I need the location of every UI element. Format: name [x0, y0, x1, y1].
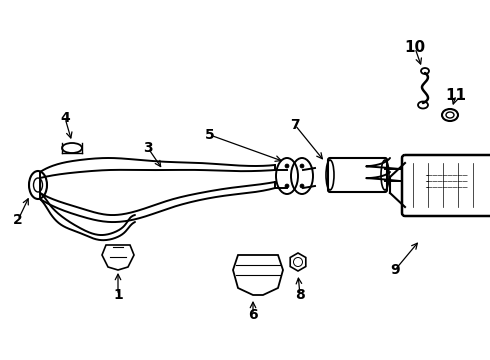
Text: 10: 10 [404, 40, 425, 55]
Text: 3: 3 [143, 141, 153, 155]
Text: 1: 1 [113, 288, 123, 302]
Ellipse shape [285, 164, 289, 168]
Text: 2: 2 [13, 213, 23, 227]
Text: 4: 4 [60, 111, 70, 125]
Text: 6: 6 [248, 308, 258, 322]
Ellipse shape [300, 184, 304, 188]
Text: ─────────────────: ───────────────── [425, 186, 467, 190]
Text: 7: 7 [290, 118, 300, 132]
Text: 9: 9 [390, 263, 400, 277]
Text: 11: 11 [445, 87, 466, 103]
Text: ─────────────────: ───────────────── [425, 180, 467, 184]
Text: ─────────────────: ───────────────── [425, 174, 467, 178]
Ellipse shape [300, 164, 304, 168]
Text: 8: 8 [295, 288, 305, 302]
Ellipse shape [285, 184, 289, 188]
Text: 5: 5 [205, 128, 215, 142]
